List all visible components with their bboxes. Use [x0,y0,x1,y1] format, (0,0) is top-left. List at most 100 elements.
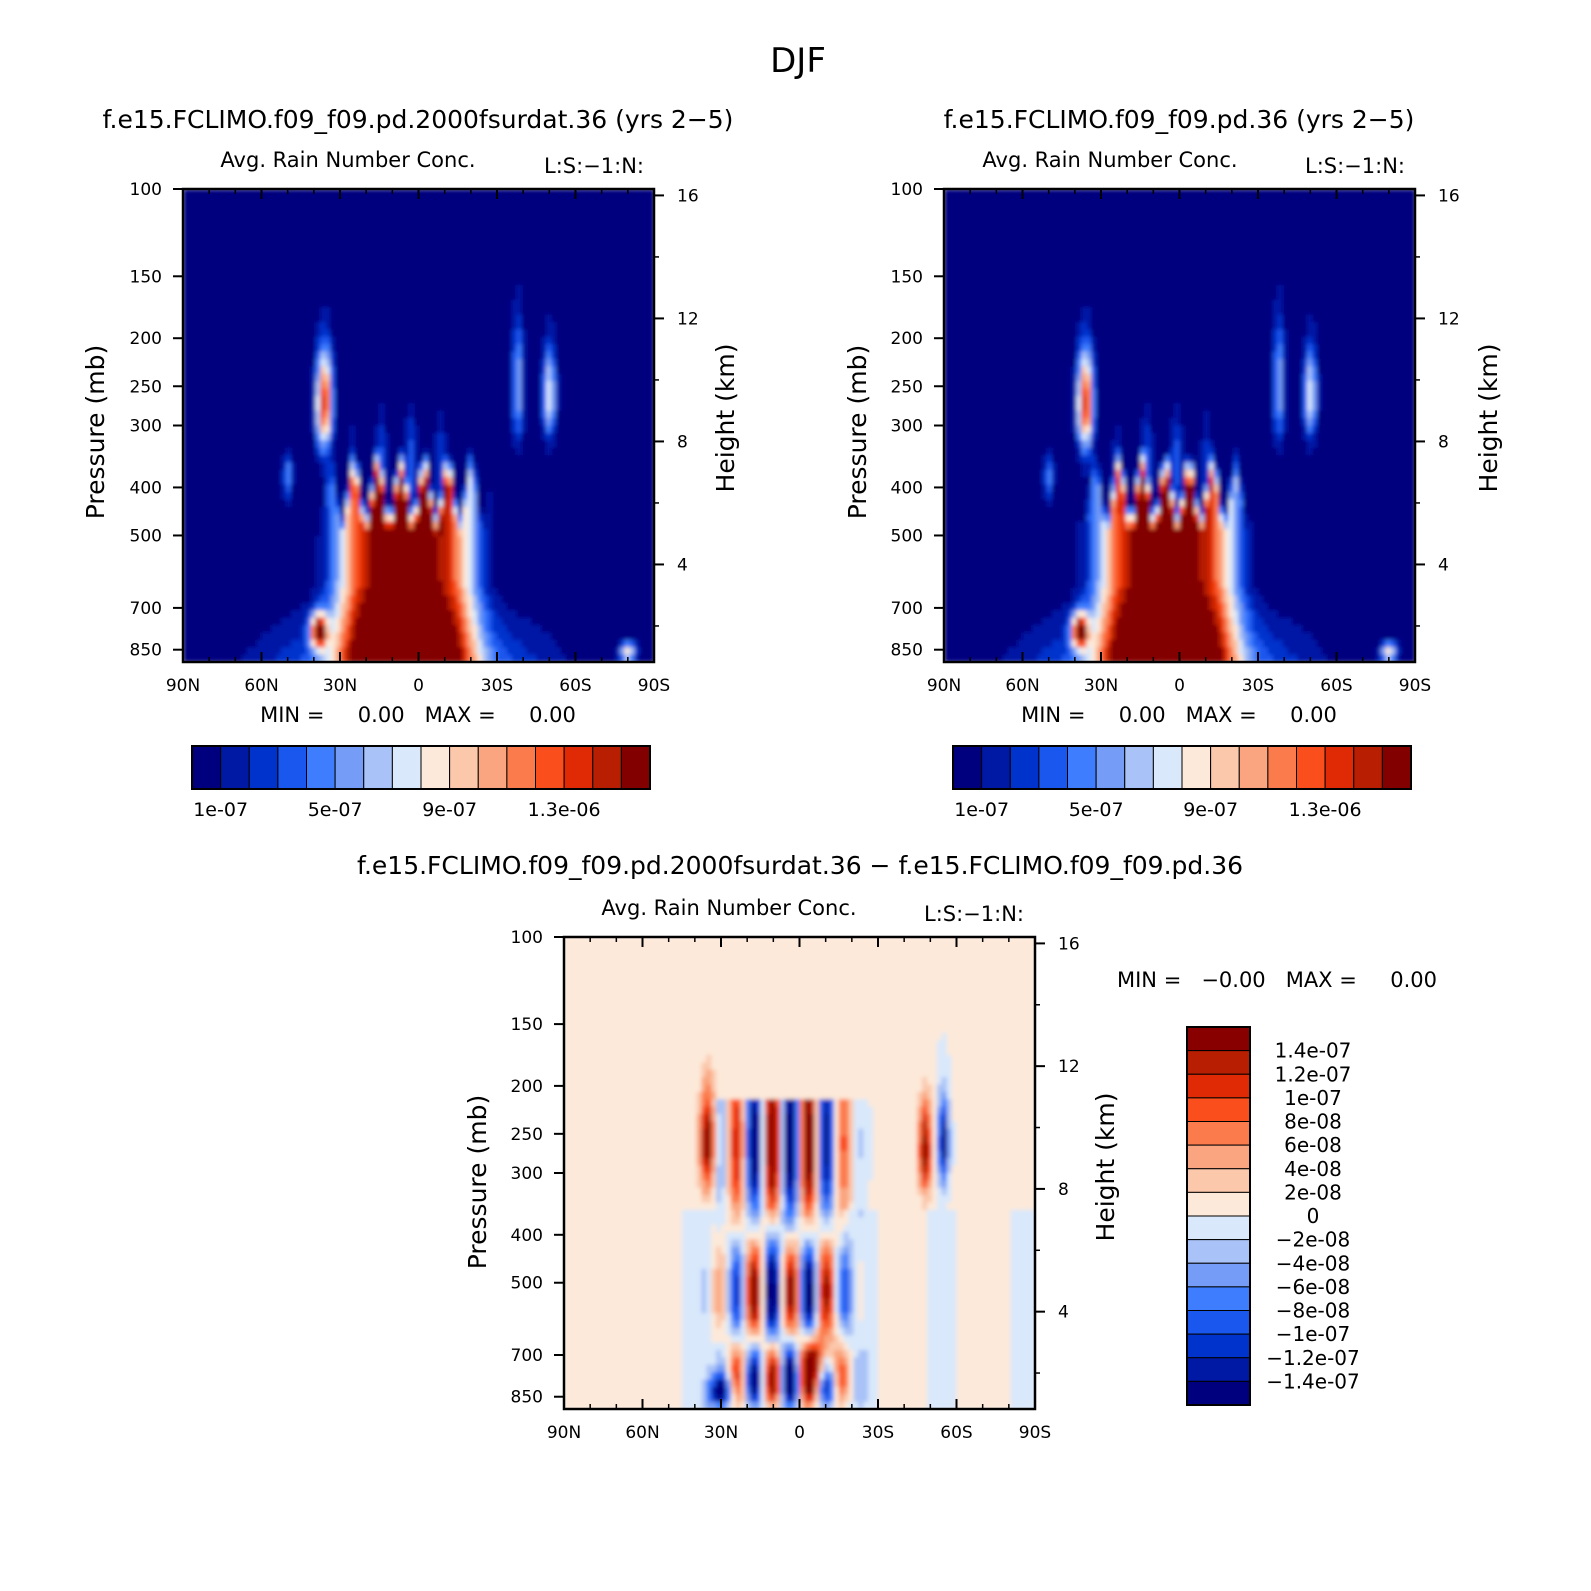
field-cell [212,469,218,478]
field-cell [595,558,601,567]
field-cell [320,558,326,567]
field-cell [560,381,567,390]
field-cell [197,528,204,537]
field-cell [192,381,199,390]
field-cell [340,307,346,316]
field-cell [492,225,498,234]
field-cell [511,218,518,227]
field-cell [335,233,341,242]
field-cell [207,196,214,205]
field-cell [310,285,317,294]
field-cell [560,410,567,419]
field-cell [487,262,493,271]
field-cell [403,565,410,574]
field-cell [276,211,282,220]
field-cell [330,358,336,367]
field-cell [403,225,410,234]
field-cell [183,440,189,449]
field-cell [590,270,596,279]
field-cell [472,299,478,308]
field-cell [438,211,444,220]
field-cell [462,447,469,456]
field-cell [349,270,356,279]
field-cell [477,292,483,301]
field-cell [585,492,591,501]
field-cell [536,462,542,471]
field-cell [393,447,400,456]
field-cell [369,447,375,456]
field-cell [423,477,429,486]
field-cell [511,277,518,286]
field-cell [438,536,444,545]
field-cell [619,248,626,257]
field-cell [619,543,626,552]
field-cell [604,277,611,286]
field-cell [526,447,532,456]
field-cell [555,373,562,382]
field-cell [497,285,503,294]
field-cell [511,344,518,353]
field-cell [560,240,567,249]
field-cell [555,248,562,257]
field-cell [212,477,218,486]
field-cell [300,270,307,279]
field-cell [614,218,621,227]
field-cell [281,373,287,382]
field-cell [492,381,498,390]
field-cell [497,255,503,264]
field-cell [457,536,464,545]
field-cell [217,314,223,323]
field-cell [506,432,513,441]
field-cell [398,506,405,515]
field-cell [261,233,268,242]
field-cell [428,395,434,404]
field-cell [649,447,654,456]
field-cell [236,395,243,404]
field-cell [359,447,366,456]
field-cell [531,403,537,412]
field-cell [428,425,434,434]
field-cell [202,314,209,323]
field-cell [374,514,380,523]
field-cell [580,277,586,286]
field-cell [487,248,493,257]
field-cell [467,322,474,331]
field-cell [408,558,415,567]
field-cell [433,492,439,501]
field-cell [462,373,469,382]
field-cell [187,336,194,345]
field-cell [202,506,209,515]
field-cell [629,344,635,353]
field-cell [384,255,390,264]
field-cell [443,551,449,560]
field-cell [384,521,390,530]
field-cell [374,366,380,375]
field-cell [575,418,582,427]
field-cell [501,277,508,286]
field-cell [575,410,582,419]
field-cell [236,381,243,390]
field-cell [457,366,464,375]
field-cell [251,366,258,375]
field-cell [492,499,498,508]
field-cell [457,336,464,345]
field-cell [192,240,199,249]
field-cell [281,292,287,301]
field-cell [349,447,356,456]
field-cell [575,218,582,227]
field-cell [634,477,640,486]
field-cell [300,292,307,301]
field-cell [393,440,400,449]
field-cell [379,358,385,367]
field-cell [212,536,218,545]
field-cell [550,248,557,257]
field-cell [550,299,557,308]
field-cell [393,270,400,279]
field-cell [251,314,258,323]
field-cell [614,292,621,301]
field-cell [389,418,395,427]
field-cell [393,292,400,301]
field-cell [281,447,287,456]
field-cell [614,521,621,530]
field-cell [197,381,204,390]
